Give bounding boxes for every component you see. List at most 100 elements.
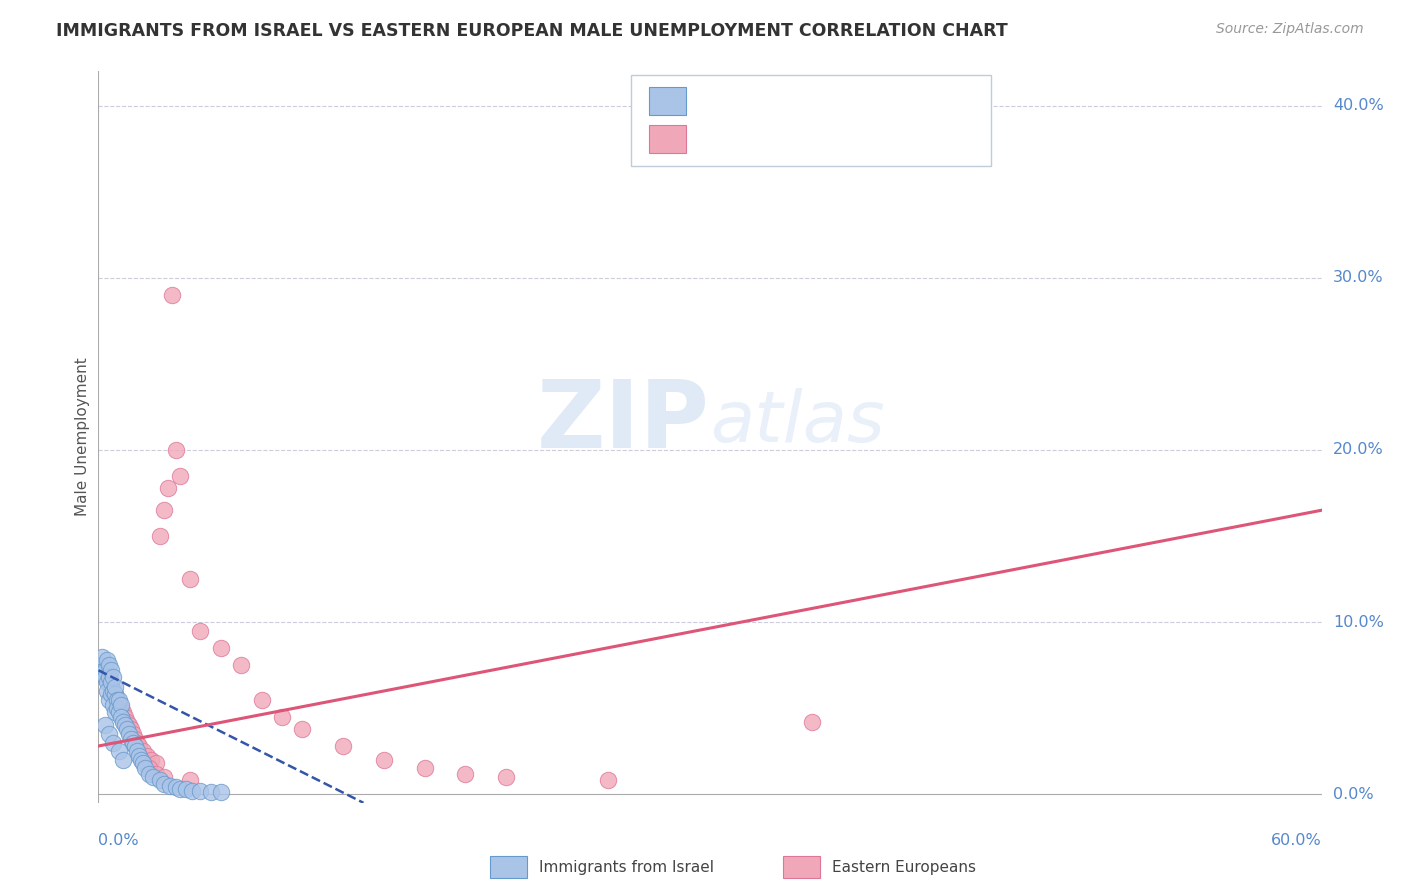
- Point: [89, 658, 111, 673]
- Point: [209, 640, 232, 655]
- Point: [110, 698, 132, 712]
- FancyBboxPatch shape: [630, 75, 991, 167]
- Point: [291, 722, 314, 736]
- Point: [152, 770, 174, 784]
- Point: [114, 718, 136, 732]
- Point: [104, 687, 127, 701]
- Point: [124, 739, 146, 753]
- Point: [122, 735, 145, 749]
- Text: 0.153: 0.153: [752, 132, 803, 147]
- Point: [100, 663, 122, 677]
- Point: [122, 727, 145, 741]
- Point: [91, 666, 114, 681]
- Point: [152, 777, 174, 791]
- Point: [96, 684, 118, 698]
- Point: [136, 749, 159, 764]
- Point: [454, 766, 477, 780]
- Point: [188, 783, 212, 797]
- Point: [108, 744, 131, 758]
- Point: [118, 727, 141, 741]
- Point: [250, 692, 273, 706]
- Text: 40.0%: 40.0%: [1333, 98, 1384, 113]
- Text: R =: R =: [696, 94, 728, 109]
- Text: 0.0%: 0.0%: [1333, 787, 1374, 802]
- Text: 60.0%: 60.0%: [1271, 833, 1322, 848]
- Point: [100, 681, 122, 695]
- Point: [105, 701, 128, 715]
- Point: [120, 722, 142, 736]
- Point: [156, 481, 179, 495]
- Point: [231, 658, 253, 673]
- Point: [108, 692, 131, 706]
- Point: [108, 705, 131, 719]
- Point: [127, 744, 149, 758]
- Point: [97, 658, 120, 673]
- Point: [200, 785, 222, 799]
- Point: [142, 770, 165, 784]
- Point: [105, 692, 128, 706]
- Point: [108, 698, 131, 712]
- Text: Source: ZipAtlas.com: Source: ZipAtlas.com: [1216, 22, 1364, 37]
- Point: [165, 780, 187, 795]
- Text: 0.0%: 0.0%: [98, 833, 139, 848]
- Point: [495, 770, 517, 784]
- Point: [138, 766, 160, 780]
- Point: [159, 779, 181, 793]
- Point: [93, 670, 115, 684]
- Text: N = 55: N = 55: [846, 94, 907, 109]
- Point: [132, 744, 155, 758]
- Point: [270, 710, 294, 724]
- Point: [101, 735, 124, 749]
- Point: [134, 761, 156, 775]
- Point: [801, 714, 824, 729]
- Bar: [489, 856, 526, 878]
- Point: [160, 288, 183, 302]
- Point: [128, 749, 150, 764]
- Text: ZIP: ZIP: [537, 376, 710, 468]
- Point: [169, 782, 191, 797]
- Point: [96, 653, 118, 667]
- Text: R =: R =: [696, 132, 734, 147]
- Text: 10.0%: 10.0%: [1333, 615, 1384, 630]
- Point: [129, 753, 152, 767]
- Point: [97, 670, 120, 684]
- Bar: [783, 856, 820, 878]
- Point: [145, 756, 167, 771]
- Point: [101, 698, 124, 712]
- Point: [120, 732, 142, 747]
- Point: [209, 785, 232, 799]
- Text: IMMIGRANTS FROM ISRAEL VS EASTERN EUROPEAN MALE UNEMPLOYMENT CORRELATION CHART: IMMIGRANTS FROM ISRAEL VS EASTERN EUROPE…: [56, 22, 1008, 40]
- Point: [101, 684, 124, 698]
- Point: [124, 732, 146, 747]
- Point: [174, 782, 197, 797]
- Point: [149, 529, 172, 543]
- Point: [111, 714, 134, 729]
- Point: [101, 684, 124, 698]
- Point: [104, 705, 127, 719]
- Point: [105, 692, 128, 706]
- Point: [152, 503, 174, 517]
- Text: 20.0%: 20.0%: [1333, 442, 1384, 458]
- Bar: [648, 87, 686, 115]
- Point: [111, 753, 134, 767]
- Point: [141, 753, 163, 767]
- Point: [169, 468, 191, 483]
- Point: [114, 710, 136, 724]
- Point: [138, 761, 160, 775]
- Point: [97, 727, 120, 741]
- Point: [97, 670, 120, 684]
- Point: [127, 735, 149, 749]
- Point: [104, 687, 127, 701]
- Point: [188, 624, 212, 638]
- Point: [115, 714, 138, 729]
- Point: [128, 739, 150, 753]
- Point: [97, 692, 120, 706]
- Text: Eastern Europeans: Eastern Europeans: [832, 860, 976, 875]
- Y-axis label: Male Unemployment: Male Unemployment: [75, 358, 90, 516]
- Point: [96, 675, 118, 690]
- Point: [179, 572, 201, 586]
- Point: [110, 710, 132, 724]
- Point: [332, 739, 354, 753]
- Text: -0.384: -0.384: [752, 94, 810, 109]
- Bar: [648, 126, 686, 153]
